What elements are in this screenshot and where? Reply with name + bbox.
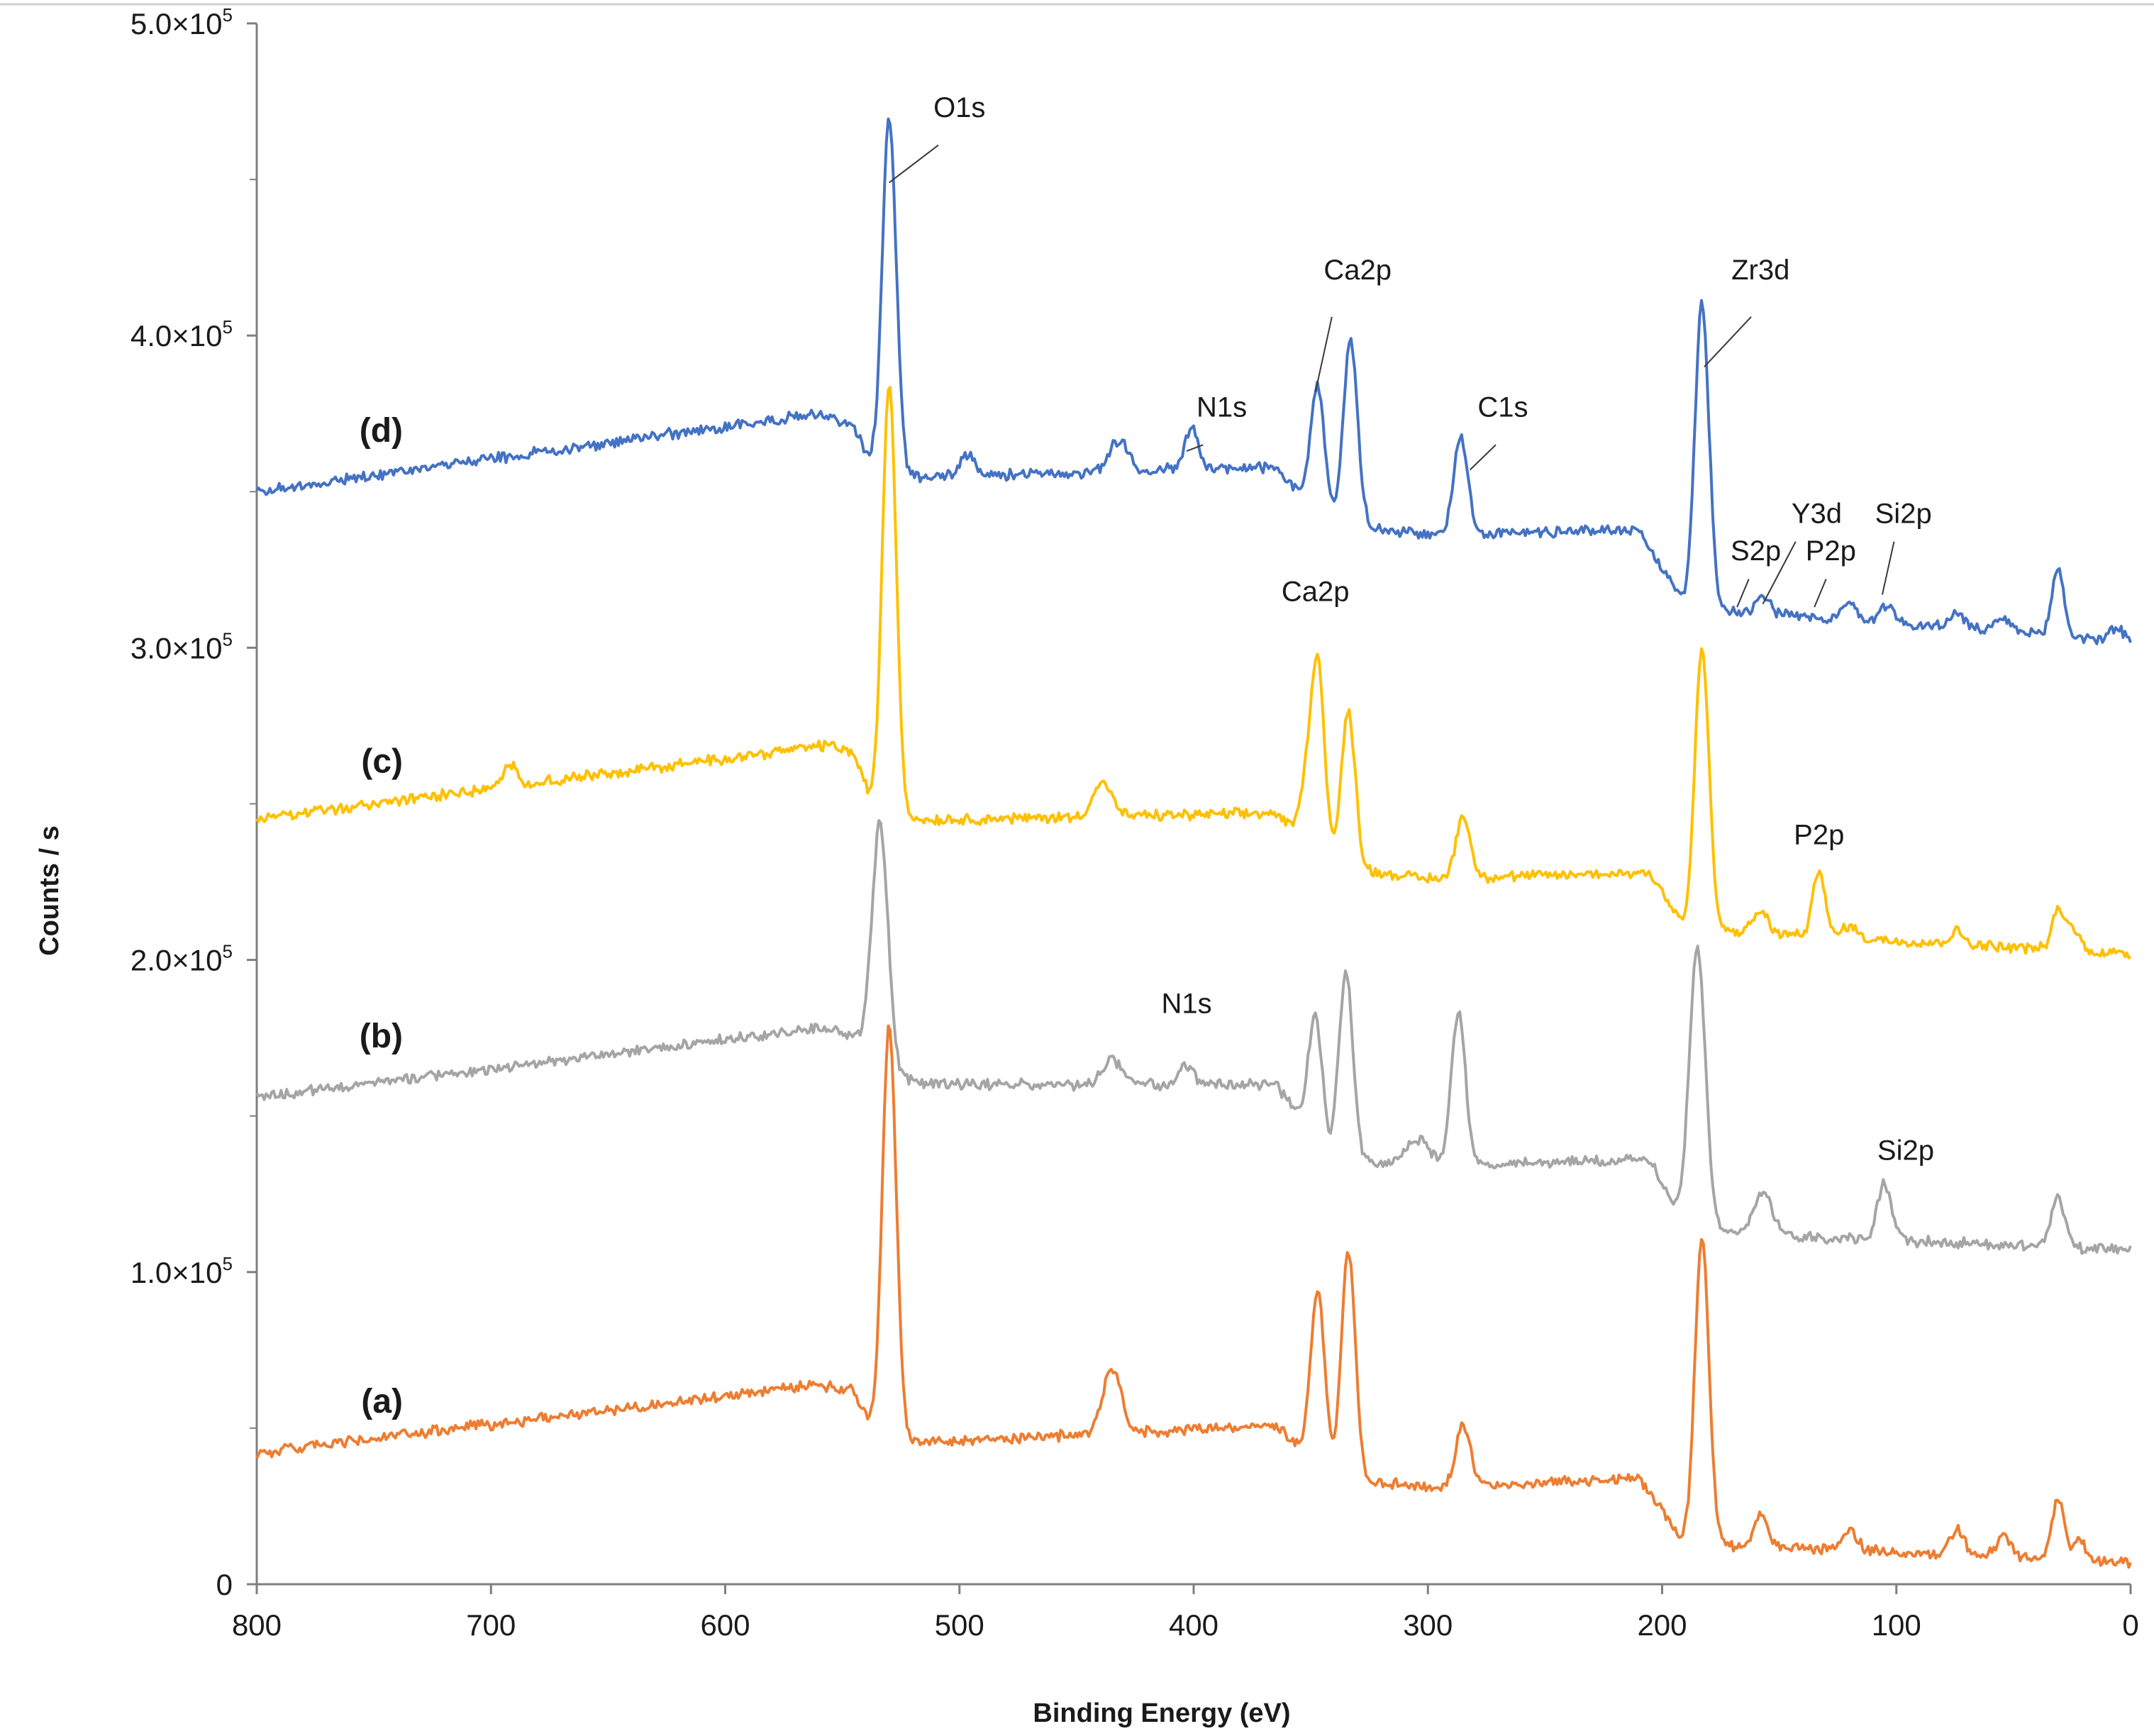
y-tick-label: 5.0×105 xyxy=(131,4,233,40)
y-tick-label: 1.0×105 xyxy=(131,1253,233,1289)
x-tick-label: 400 xyxy=(1169,1608,1218,1642)
y-tick-label: 4.0×105 xyxy=(131,316,233,352)
peak-label: N1s xyxy=(1162,988,1212,1019)
y-tick-exponent: 5 xyxy=(223,316,233,338)
annotation-leader-line xyxy=(1762,541,1797,605)
x-tick-label: 100 xyxy=(1872,1608,1921,1642)
y-tick-mantissa: 1.0×10 xyxy=(131,1256,223,1289)
y-axis-title: Counts / s xyxy=(35,825,65,956)
y-tick-exponent: 5 xyxy=(223,628,233,650)
annotation-leader-line xyxy=(1814,579,1827,608)
series-label: (b) xyxy=(360,1018,403,1055)
annotation-leader-line xyxy=(1314,316,1333,392)
peak-label: C1s xyxy=(1477,392,1528,423)
x-tick-label: 600 xyxy=(700,1608,750,1642)
y-tick-label: 0 xyxy=(216,1568,233,1601)
x-tick-label: 200 xyxy=(1637,1608,1687,1642)
x-axis-title: Binding Energy (eV) xyxy=(1033,1698,1290,1728)
y-tick-mantissa: 0 xyxy=(216,1568,233,1601)
y-tick-mantissa: 4.0×10 xyxy=(131,319,223,352)
x-tick-label: 0 xyxy=(2122,1608,2138,1642)
x-tick-label: 800 xyxy=(232,1608,282,1642)
series-line-0 xyxy=(255,1024,2132,1569)
series-line-3 xyxy=(255,117,2132,645)
peak-label: S2p xyxy=(1731,535,1781,567)
peak-label: P2p xyxy=(1794,820,1844,851)
peak-label: Zr3d xyxy=(1731,255,1789,286)
annotation-leader-line xyxy=(889,144,939,184)
peak-label: Si2p xyxy=(1877,1135,1934,1166)
y-tick-exponent: 5 xyxy=(223,941,233,962)
peak-label: Ca2p xyxy=(1323,255,1392,286)
annotation-leader-line xyxy=(1881,541,1895,595)
x-tick-label: 700 xyxy=(466,1608,516,1642)
x-tick-label: 300 xyxy=(1403,1608,1453,1642)
y-tick-mantissa: 2.0×10 xyxy=(131,944,223,977)
peak-label: P2p xyxy=(1806,535,1856,567)
y-tick-exponent: 5 xyxy=(223,1253,233,1274)
series-line-2 xyxy=(255,386,2132,959)
peak-label: N1s xyxy=(1197,392,1247,423)
annotation-leader-line xyxy=(1469,444,1497,471)
peak-label: O1s xyxy=(933,92,985,123)
y-tick-label: 2.0×105 xyxy=(131,941,233,977)
annotation-group: O1s Ca2p N1s C1s Zr3d S2p Y3d P2p Si2p Ca2p P2p N1s… xyxy=(889,92,1934,1166)
annotation-leader-line xyxy=(1736,579,1750,608)
series-label: (d) xyxy=(360,412,403,450)
peak-label: Ca2p xyxy=(1282,576,1350,607)
peak-label: Si2p xyxy=(1875,498,1932,529)
series-label: (a) xyxy=(361,1383,403,1420)
series-line-1 xyxy=(255,819,2132,1255)
series-label: (c) xyxy=(361,742,403,780)
y-tick-exponent: 5 xyxy=(223,4,233,26)
annotation-leader-line xyxy=(1186,444,1204,452)
series-group: (a) (b) (c) (d) xyxy=(255,117,2132,1569)
x-tick-label: 500 xyxy=(935,1608,984,1642)
peak-label: Y3d xyxy=(1792,498,1842,529)
y-tick-mantissa: 3.0×10 xyxy=(131,631,223,664)
y-tick-mantissa: 5.0×10 xyxy=(131,7,223,40)
annotation-leader-line xyxy=(1704,316,1752,367)
y-tick-label: 3.0×105 xyxy=(131,628,233,664)
